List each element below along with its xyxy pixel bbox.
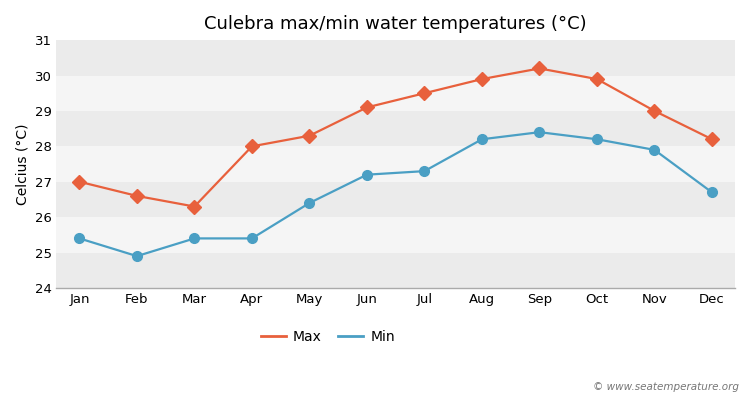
Max: [305, 133, 314, 138]
Max: [592, 77, 602, 82]
Bar: [56, 76, 735, 111]
Y-axis label: Celcius (°C): Celcius (°C): [15, 123, 29, 205]
Min: [362, 172, 371, 177]
Legend: Max, Min: Max, Min: [255, 325, 400, 350]
Min: [305, 200, 314, 205]
Max: [190, 204, 199, 209]
Min: [133, 254, 142, 258]
Min: [478, 137, 487, 142]
Text: © www.seatemperature.org: © www.seatemperature.org: [592, 382, 739, 392]
Min: [592, 137, 602, 142]
Min: [650, 148, 659, 152]
Min: [248, 236, 256, 241]
Max: [75, 179, 84, 184]
Bar: [56, 111, 735, 146]
Max: [133, 194, 142, 198]
Min: [707, 190, 716, 195]
Bar: [56, 40, 735, 76]
Min: [190, 236, 199, 241]
Bar: [56, 146, 735, 182]
Title: Culebra max/min water temperatures (°C): Culebra max/min water temperatures (°C): [205, 15, 587, 33]
Max: [478, 77, 487, 82]
Max: [707, 137, 716, 142]
Max: [420, 91, 429, 96]
Max: [535, 66, 544, 71]
Bar: [56, 182, 735, 217]
Min: [75, 236, 84, 241]
Line: Min: Min: [74, 127, 717, 261]
Bar: [56, 217, 735, 252]
Bar: [56, 252, 735, 288]
Max: [248, 144, 256, 149]
Min: [535, 130, 544, 134]
Line: Max: Max: [74, 64, 717, 212]
Min: [420, 169, 429, 174]
Max: [650, 108, 659, 113]
Max: [362, 105, 371, 110]
